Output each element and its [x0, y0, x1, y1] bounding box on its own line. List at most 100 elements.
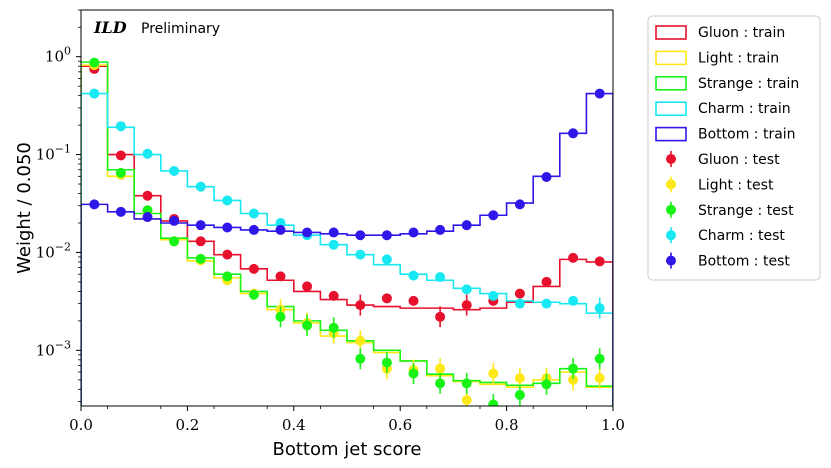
data-point [435, 363, 446, 374]
legend-label: Light : train [698, 50, 779, 66]
step-series-strange [81, 61, 613, 406]
x-tick-label: 0.6 [388, 416, 412, 434]
legend-frame [647, 15, 821, 281]
points-series-bottom [89, 88, 605, 241]
x-axis-label: Bottom jet score [273, 439, 422, 460]
y-tick-label: 10−1 [36, 143, 71, 164]
y-axis: 100 10−1 10−2 10−3 [36, 9, 81, 402]
data-point [381, 254, 392, 265]
data-point [594, 303, 605, 314]
data-point [568, 374, 579, 385]
data-point [355, 353, 366, 364]
data-point [461, 220, 472, 231]
legend-label: Gluon : test [698, 152, 780, 168]
legend-swatch-box [655, 76, 687, 91]
data-point [115, 150, 126, 161]
data-point [328, 239, 339, 250]
x-axis: 0.0 0.2 0.4 0.6 0.8 1.0 [69, 406, 625, 434]
legend-entry: Strange : test [666, 201, 794, 219]
step-series-gluon [81, 65, 613, 406]
legend-entry: Bottom : train [655, 126, 796, 143]
x-tick-label: 0.8 [495, 416, 519, 434]
data-point [461, 284, 472, 295]
points-series-charm [89, 88, 605, 319]
x-tick-label: 0.2 [175, 416, 199, 434]
data-point [514, 288, 525, 299]
data-point [248, 224, 259, 235]
legend-entry: Light : test [666, 176, 774, 193]
data-point [514, 389, 525, 400]
data-point [568, 128, 579, 139]
legend: Gluon : train Light : train Strange : trai… [647, 15, 821, 281]
data-point [381, 230, 392, 241]
legend-entry: Charm : train [655, 101, 791, 117]
data-point [461, 395, 472, 406]
data-point [142, 190, 153, 201]
legend-entry: Bottom : test [666, 252, 790, 270]
data-point [594, 353, 605, 364]
data-point [488, 399, 499, 406]
legend-swatch-box [655, 126, 687, 142]
data-point [222, 271, 233, 282]
data-point [195, 181, 206, 192]
data-point [355, 300, 366, 311]
data-point [328, 290, 339, 301]
data-point [115, 206, 126, 217]
data-point [488, 290, 499, 301]
data-point [169, 236, 180, 247]
data-point [328, 322, 339, 333]
legend-entry: Charm : test [666, 227, 785, 244]
annotation-normal: Preliminary [141, 21, 220, 37]
data-point [328, 227, 339, 238]
experiment-annotation: ILD Preliminary [93, 18, 220, 37]
data-point [381, 357, 392, 368]
legend-swatch-dot [666, 255, 676, 266]
data-point [222, 249, 233, 260]
data-point [355, 335, 366, 346]
data-point [541, 172, 552, 183]
legend-swatch-box [655, 50, 687, 66]
data-point [222, 222, 233, 233]
legend-swatch-dot [666, 154, 676, 164]
y-tick-label: 10−2 [36, 240, 71, 261]
data-point [195, 220, 206, 231]
data-point [302, 227, 313, 238]
x-tick-label: 1.0 [601, 416, 625, 434]
data-point [275, 271, 286, 282]
data-point [89, 199, 100, 210]
data-point [275, 217, 286, 228]
legend-swatch-dot [666, 179, 676, 190]
data-point [541, 379, 552, 390]
data-point [568, 363, 579, 374]
data-point [142, 148, 153, 159]
data-point [594, 88, 605, 99]
data-point [115, 167, 126, 178]
legend-label: Charm : test [698, 228, 785, 244]
plot-frame [80, 9, 614, 407]
legend-swatch-dot [666, 230, 676, 241]
data-point [222, 195, 233, 206]
data-point [488, 210, 499, 221]
data-point [115, 121, 126, 132]
y-tick-label: 100 [45, 45, 71, 66]
data-point [594, 256, 605, 267]
legend-swatch-dot [666, 204, 676, 215]
legend-label: Gluon : train [698, 25, 785, 41]
data-point [195, 236, 206, 247]
legend-entry: Strange : train [655, 76, 799, 92]
data-point [248, 289, 259, 300]
data-point [594, 373, 605, 384]
data-point [541, 298, 552, 309]
plot-area [81, 57, 613, 406]
legend-label: Charm : train [698, 101, 791, 117]
data-point [169, 165, 180, 176]
legend-label: Bottom : test [698, 254, 790, 270]
legend-entry: Gluon : test [666, 151, 780, 168]
data-point [275, 311, 286, 322]
data-point [142, 212, 153, 223]
legend-label: Strange : test [698, 203, 794, 219]
legend-label: Bottom : train [698, 127, 796, 143]
data-point [541, 276, 552, 287]
step-series-bottom [81, 92, 613, 406]
